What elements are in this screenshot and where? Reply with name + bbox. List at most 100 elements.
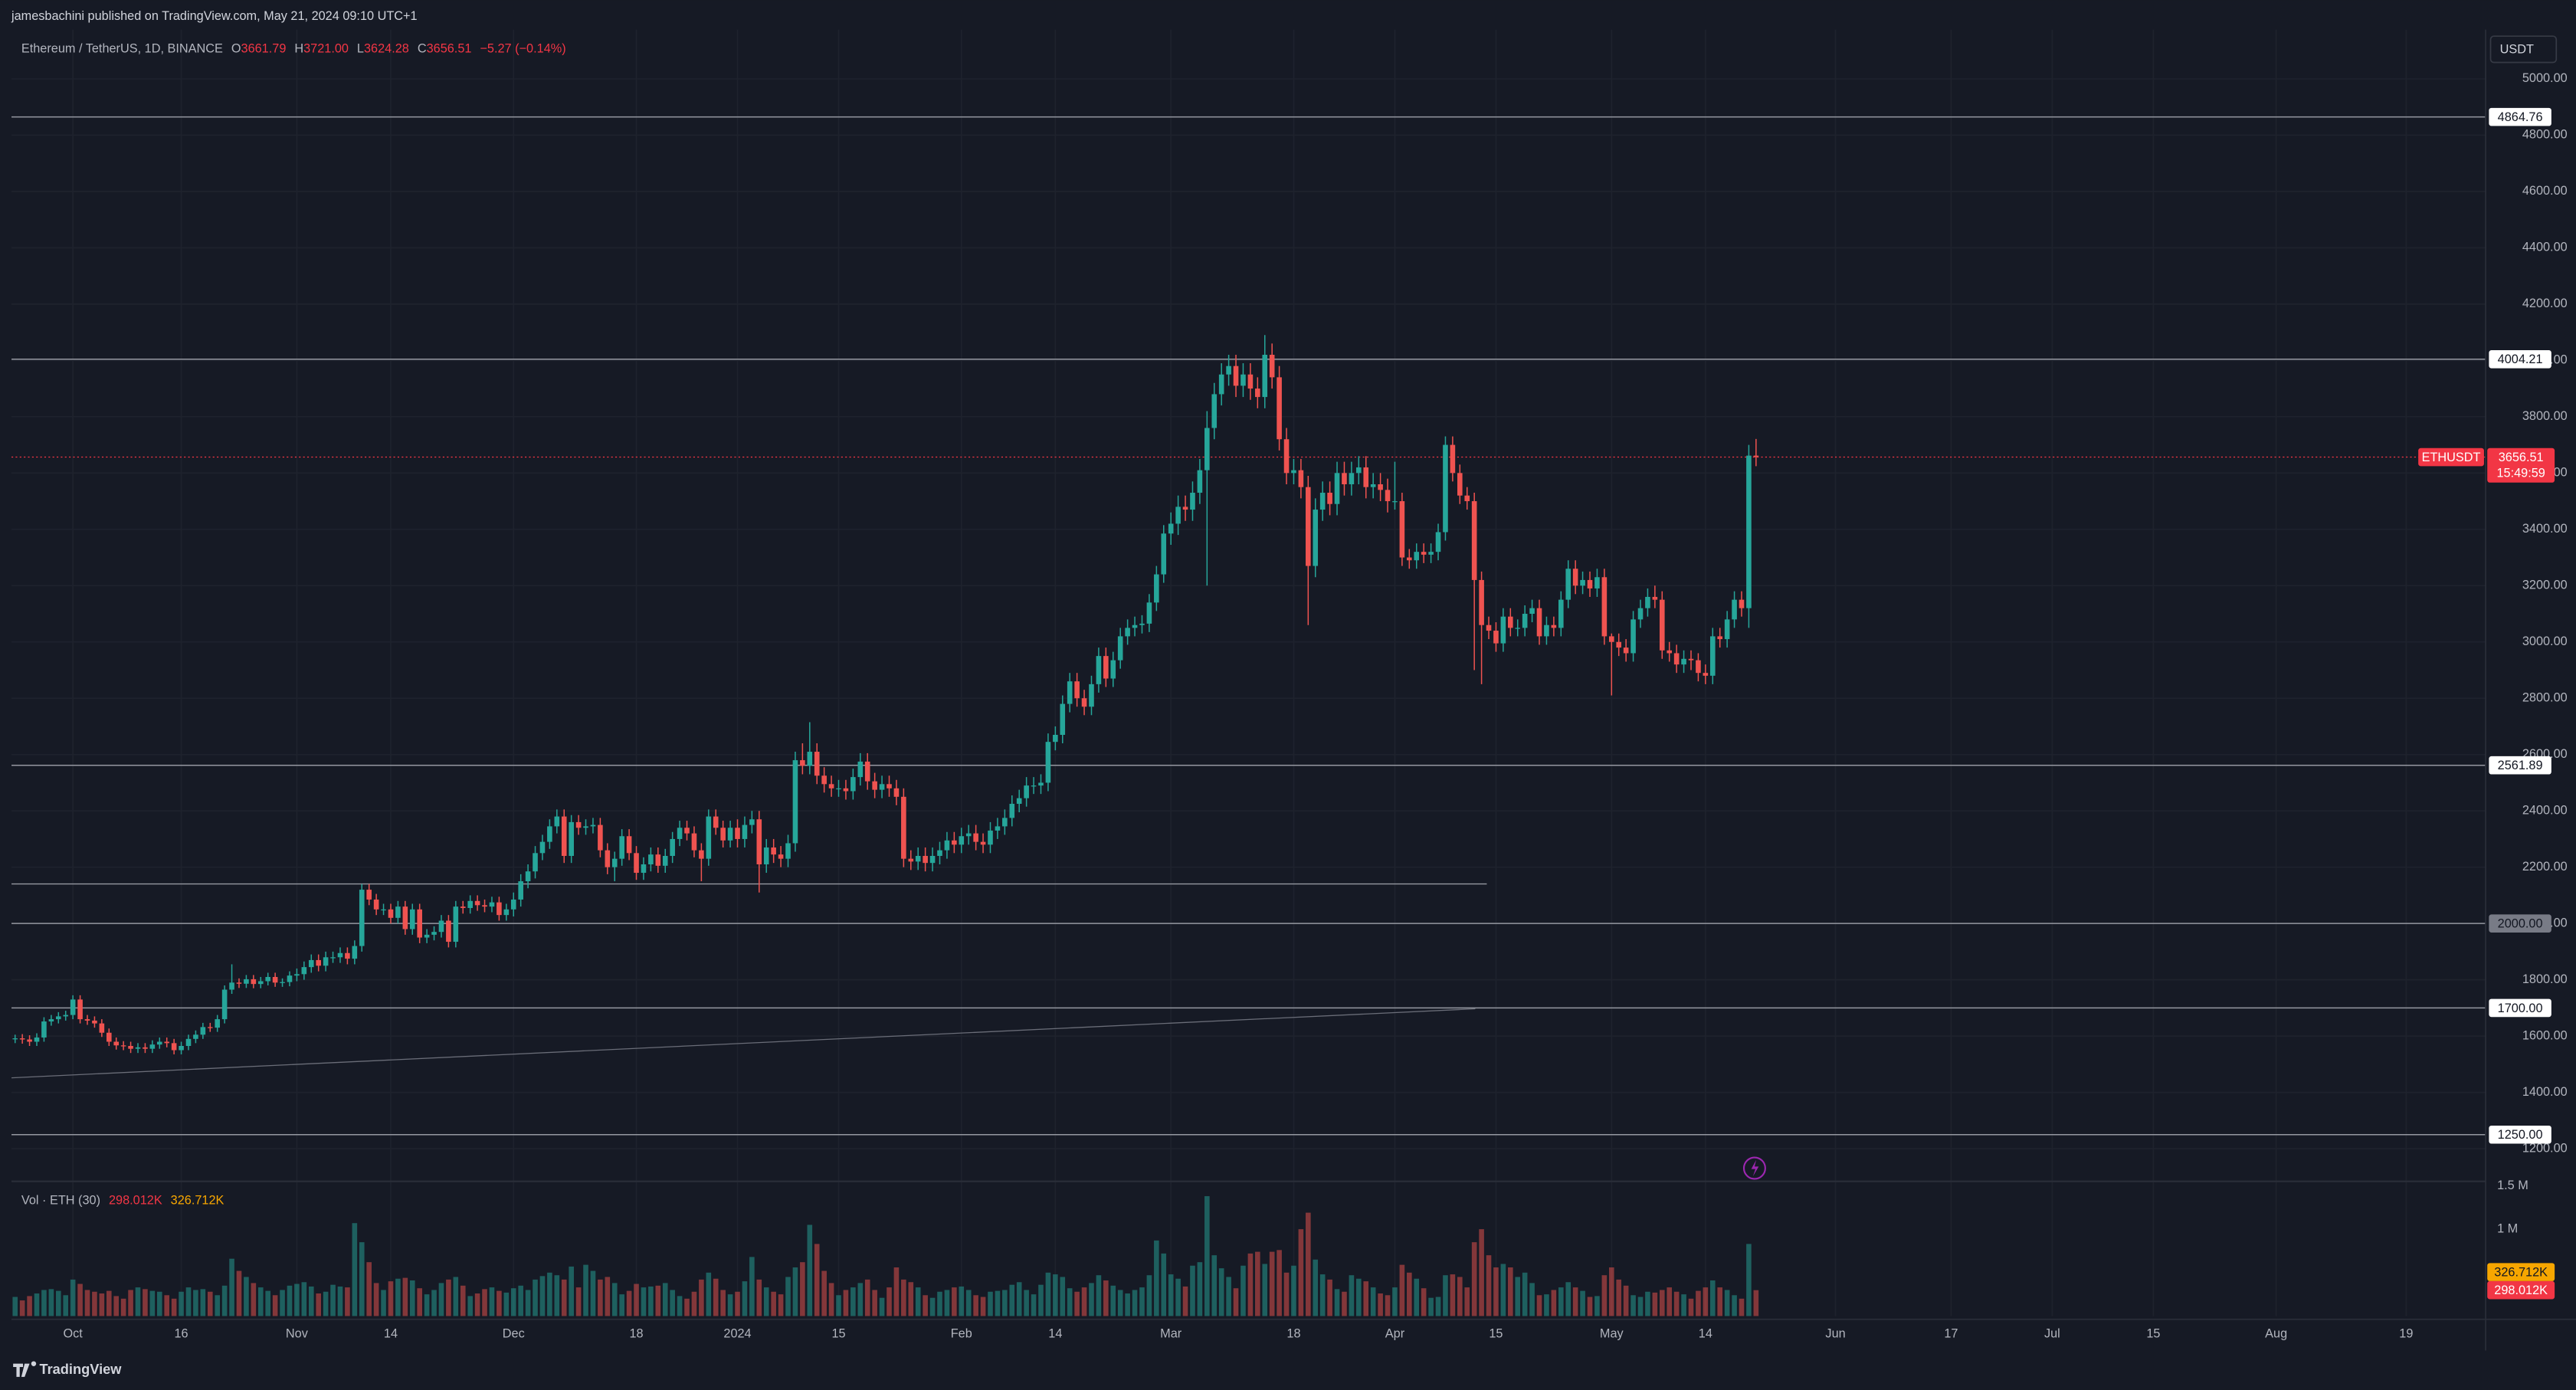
volume-bar <box>280 1290 285 1316</box>
candle-body <box>1233 366 1239 386</box>
level-label: 2561.89 <box>2498 759 2543 772</box>
volume-bar <box>684 1298 690 1316</box>
volume-bar <box>959 1286 965 1316</box>
volume-bar <box>1659 1290 1665 1316</box>
volume-bar <box>34 1293 40 1316</box>
candle-body <box>1204 428 1210 470</box>
volume-bar <box>417 1288 422 1316</box>
candle-body <box>1175 506 1181 524</box>
candle-body <box>1688 658 1694 661</box>
candle-body <box>1045 742 1051 783</box>
volume-bar <box>1132 1290 1138 1316</box>
level-label: 1250.00 <box>2498 1128 2543 1142</box>
candle-body <box>1746 455 1752 608</box>
x-tick-label: Jun <box>1825 1326 1845 1340</box>
volume-bar <box>287 1285 293 1316</box>
candle-body <box>598 824 603 851</box>
volume-bar <box>1652 1292 1658 1316</box>
axes: 1200.00 1400.00 1600.00 1800.00 2000.00 2200.… <box>63 71 2567 1340</box>
candle-body <box>113 1041 120 1046</box>
y-tick-label: 3200.00 <box>2522 579 2568 592</box>
volume-bar <box>561 1279 567 1316</box>
candle-body <box>1399 501 1405 558</box>
candle-body <box>1009 804 1015 818</box>
candle-body <box>828 784 834 788</box>
candle-body <box>1024 785 1029 798</box>
candle-body <box>1673 653 1680 665</box>
y-tick-label: 1200.00 <box>2522 1141 2568 1155</box>
candle-body <box>1594 577 1600 588</box>
volume-bar <box>1277 1250 1282 1316</box>
level-label: 2000.00 <box>2498 917 2543 931</box>
candle-body <box>1450 444 1456 474</box>
candle-body <box>207 1027 213 1028</box>
volume-bar <box>221 1285 228 1316</box>
candle-body <box>1161 533 1167 575</box>
candle-body <box>1182 506 1188 510</box>
volume-title: Vol · ETH (30) <box>21 1194 100 1208</box>
candle-body <box>1558 599 1564 628</box>
volume-bar <box>1428 1297 1434 1316</box>
volume-bar <box>901 1279 906 1316</box>
volume-bar <box>713 1278 719 1316</box>
candle-body <box>323 957 329 966</box>
candle-body <box>1637 608 1644 620</box>
volume-bar <box>1464 1287 1470 1316</box>
volume-bar <box>1558 1287 1564 1316</box>
candle-body <box>345 952 350 959</box>
symbol-legend: Ethereum / TetherUS, 1D, BINANCE O3661.7… <box>21 42 566 56</box>
volume-bar <box>1045 1272 1051 1316</box>
candle-body <box>229 982 234 990</box>
candle-body <box>70 999 76 1015</box>
volume-bar <box>193 1290 198 1316</box>
candle-body <box>1291 470 1296 474</box>
candle-body <box>1493 631 1499 644</box>
candle-body <box>1349 473 1355 485</box>
volume-bar <box>215 1295 221 1316</box>
volume-bar <box>366 1262 372 1316</box>
alert-icon[interactable] <box>1742 1156 1766 1180</box>
volume-bar <box>749 1257 755 1316</box>
candle-body <box>756 819 762 865</box>
candle-body <box>1060 703 1066 736</box>
candles <box>12 335 1759 1055</box>
volume-bar <box>1709 1280 1716 1316</box>
currency[interactable]: USDT <box>2500 43 2534 57</box>
volume-bar <box>879 1297 885 1316</box>
candle-body <box>684 828 690 834</box>
volume-bar <box>525 1290 531 1316</box>
volume-bar <box>1623 1285 1629 1316</box>
candle-body <box>1117 636 1123 661</box>
volume-bar <box>1240 1265 1246 1316</box>
candle-body <box>265 976 270 982</box>
candle-body <box>1247 374 1254 389</box>
volume-bar <box>720 1290 726 1316</box>
volume-bar <box>1168 1274 1174 1316</box>
candle-body <box>908 858 914 862</box>
volume-bar <box>1536 1295 1542 1316</box>
volume-bar <box>605 1277 611 1316</box>
x-tick-label: Oct <box>63 1326 83 1340</box>
volume-bar <box>345 1287 350 1316</box>
candle-body <box>424 934 430 938</box>
x-tick-label: 15 <box>2146 1326 2160 1340</box>
candle-body <box>301 967 307 975</box>
symbol-tag-box <box>2418 447 2484 467</box>
candle-body <box>641 864 647 874</box>
volume-bar <box>265 1290 270 1316</box>
volume-bar <box>611 1283 618 1316</box>
volume-bar <box>980 1297 986 1316</box>
volume-bar <box>1349 1275 1355 1316</box>
levels <box>11 116 2486 1136</box>
currency-box[interactable] <box>2489 35 2558 64</box>
volume-bar <box>48 1289 54 1316</box>
candle-body <box>959 836 965 845</box>
volume-bar <box>1298 1229 1304 1316</box>
volume-bar <box>1486 1255 1492 1316</box>
volume-bar <box>171 1298 177 1316</box>
volume-bar <box>510 1288 516 1316</box>
candle-body <box>143 1047 148 1049</box>
x-tick-label: 18 <box>629 1326 643 1340</box>
volume-bar <box>120 1298 126 1316</box>
